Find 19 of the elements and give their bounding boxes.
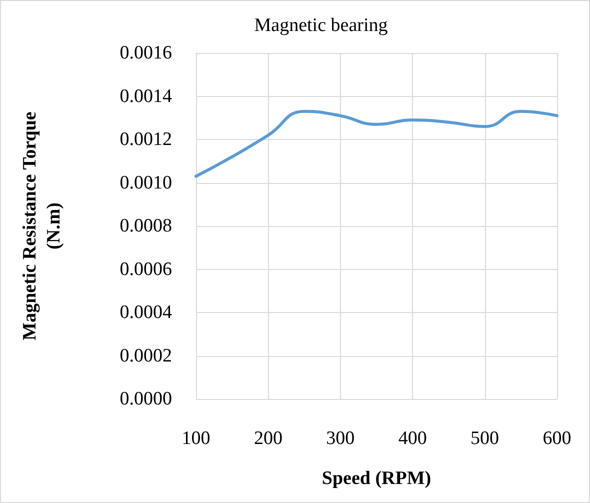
x-tick-label: 100 <box>182 428 210 449</box>
x-tick-label: 400 <box>398 428 427 449</box>
y-tick-label: 0.0016 <box>120 42 172 64</box>
y-tick-label: 0.0010 <box>120 172 172 194</box>
y-tick-label: 0.0012 <box>120 129 172 150</box>
y-tick-label: 0.0004 <box>120 302 172 323</box>
chart-title: Magnetic bearing <box>254 15 388 36</box>
y-tick-label: 0.0006 <box>120 258 172 280</box>
x-tick-label: 500 <box>470 428 500 449</box>
y-tick-label: 0.0014 <box>120 86 172 107</box>
x-axis-title: Speed (RPM) <box>322 468 432 489</box>
y-tick-label: 0.0002 <box>120 345 172 366</box>
x-tick-label: 600 <box>542 428 572 449</box>
y-tick-label: 0.0000 <box>120 388 172 410</box>
y-axis-title: Magnetic Resistance Torque (N.m) <box>20 112 64 340</box>
x-tick-label: 200 <box>254 428 282 449</box>
x-tick-label: 300 <box>326 428 355 449</box>
line-series <box>194 110 558 178</box>
y-tick-label: 0.0008 <box>120 216 172 236</box>
